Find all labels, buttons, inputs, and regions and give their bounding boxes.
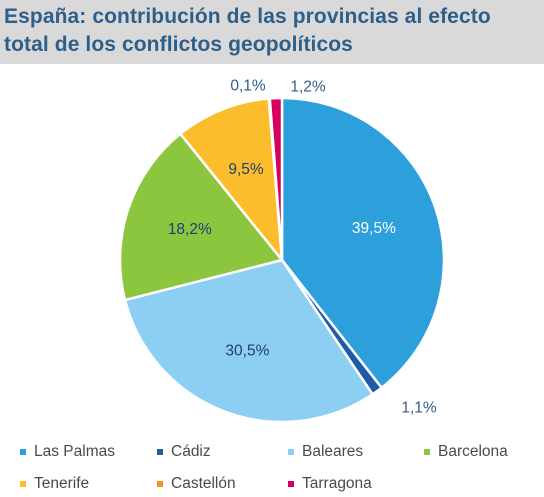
legend-swatch-tenerife bbox=[20, 481, 26, 487]
chart-title-line-1: España: contribución de las provincias a… bbox=[4, 5, 491, 28]
legend-swatch-cadiz bbox=[157, 449, 163, 455]
data-label-castellon: 0,1% bbox=[230, 78, 266, 95]
pie-slice-tenerife bbox=[179, 97, 284, 262]
legend-label-castellon: Castellón bbox=[171, 475, 236, 492]
title-band: España: contribución de las provincias a… bbox=[0, 0, 544, 64]
legend-label-tarragona: Tarragona bbox=[302, 475, 372, 492]
legend-label-barcelona: Barcelona bbox=[438, 443, 508, 460]
data-label-tarragona: 1,2% bbox=[290, 79, 326, 96]
legend-swatch-tarragona bbox=[288, 481, 294, 487]
legend-swatch-barcelona bbox=[424, 449, 430, 455]
pie-slice-barcelona bbox=[118, 132, 284, 302]
legend-label-tenerife: Tenerife bbox=[34, 475, 90, 492]
legend-swatch-las-palmas bbox=[20, 449, 26, 455]
chart-title-line-2: total de los conflictos geopolíticos bbox=[4, 33, 353, 56]
legend-label-baleares: Baleares bbox=[302, 443, 364, 460]
data-label-las-palmas: 39,5% bbox=[352, 220, 396, 237]
pie-slice-tarragona bbox=[268, 96, 284, 262]
legend-label-las-palmas: Las Palmas bbox=[34, 443, 115, 460]
legend-swatch-castellon bbox=[157, 481, 163, 487]
data-label-baleares: 30,5% bbox=[225, 342, 269, 359]
legend-row-2: Tenerife Castellón Tarragona bbox=[0, 473, 544, 495]
data-label-barcelona: 18,2% bbox=[168, 221, 212, 238]
pie-slice-las-palmas bbox=[280, 96, 446, 390]
data-label-tenerife: 9,5% bbox=[228, 161, 264, 178]
legend-label-cadiz: Cádiz bbox=[171, 443, 211, 460]
pie-slice-baleares bbox=[123, 258, 374, 424]
legend-swatch-baleares bbox=[288, 449, 294, 455]
legend-row-1: Las Palmas Cádiz Baleares Barcelona bbox=[0, 441, 544, 463]
data-label-cadiz: 1,1% bbox=[401, 400, 437, 417]
pie-chart: 39,5% 1,1% 30,5% 18,2% 9,5% 0,1% 1,2% bbox=[118, 78, 446, 424]
